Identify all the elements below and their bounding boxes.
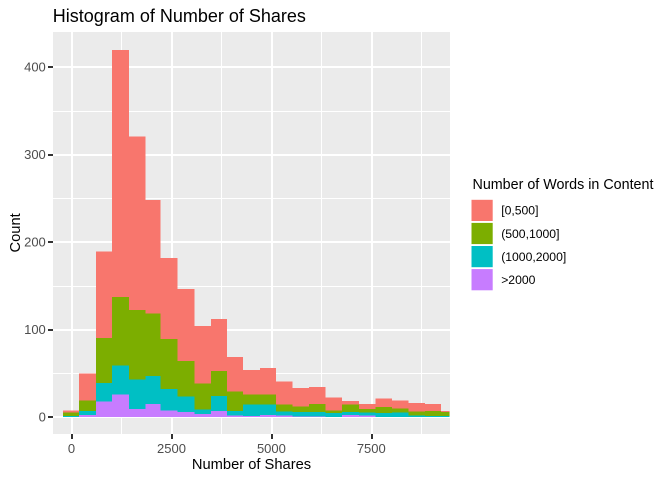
svg-text:Count: Count bbox=[8, 213, 24, 252]
svg-text:7500: 7500 bbox=[357, 441, 386, 456]
svg-text:[0,500]: [0,500] bbox=[501, 204, 538, 218]
svg-text:Histogram of Number of Shares: Histogram of Number of Shares bbox=[53, 6, 306, 26]
svg-text:400: 400 bbox=[24, 60, 46, 75]
svg-text:>2000: >2000 bbox=[501, 273, 535, 287]
svg-text:(1000,2000]: (1000,2000] bbox=[501, 250, 566, 264]
svg-text:Number of Words in Content: Number of Words in Content bbox=[473, 177, 654, 193]
svg-text:0: 0 bbox=[39, 409, 46, 424]
svg-text:2500: 2500 bbox=[157, 441, 186, 456]
svg-text:(500,1000]: (500,1000] bbox=[501, 227, 559, 241]
svg-text:0: 0 bbox=[68, 441, 75, 456]
svg-text:5000: 5000 bbox=[257, 441, 286, 456]
svg-text:100: 100 bbox=[24, 322, 46, 337]
svg-text:200: 200 bbox=[24, 235, 46, 250]
svg-text:Number of Shares: Number of Shares bbox=[192, 457, 311, 473]
svg-text:300: 300 bbox=[24, 147, 46, 162]
